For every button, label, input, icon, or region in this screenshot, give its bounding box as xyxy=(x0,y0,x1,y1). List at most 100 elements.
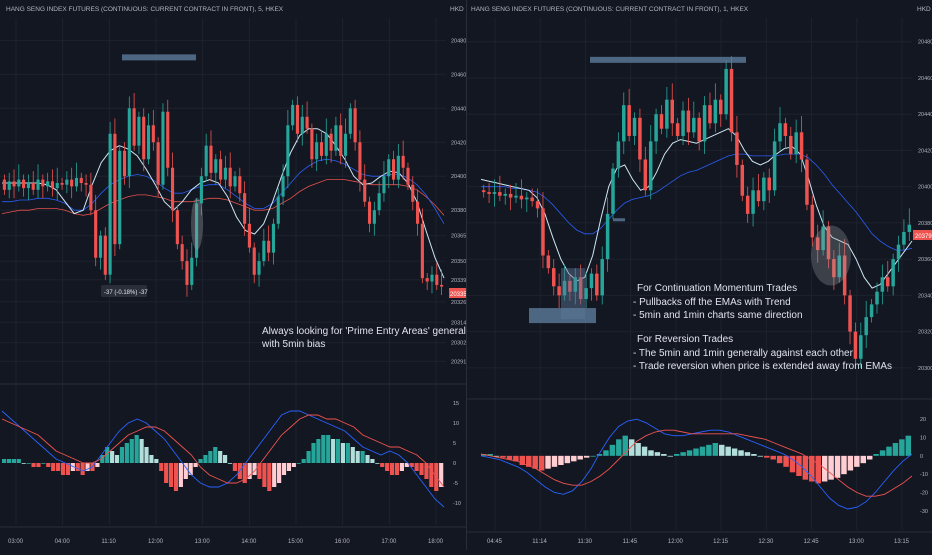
macd-histogram-bar xyxy=(85,463,90,471)
candle xyxy=(161,111,165,185)
candle xyxy=(70,179,74,187)
macd-histogram-bar xyxy=(500,455,506,458)
macd-histogram-bar xyxy=(198,459,203,463)
candle xyxy=(648,141,653,191)
macd-histogram-bar xyxy=(124,443,129,463)
candle xyxy=(94,210,98,258)
candle xyxy=(805,159,809,205)
price-tick-label: 20291 xyxy=(451,359,466,365)
candle xyxy=(487,192,491,194)
time-tick-label: 11:14 xyxy=(532,539,547,545)
candle xyxy=(372,210,376,224)
macd-histogram-bar xyxy=(886,446,892,456)
candle xyxy=(735,132,739,165)
time-tick-label: 18:00 xyxy=(428,539,444,545)
macd-histogram-bar xyxy=(399,463,404,471)
macd-histogram-bar xyxy=(262,463,267,487)
chart-5min[interactable]: HANG SENG INDEX FUTURES (CONTINUOUS: CUR… xyxy=(0,0,473,550)
macd-histogram-bar xyxy=(100,455,105,463)
price-tick-label: 20480 xyxy=(918,40,932,46)
candle xyxy=(440,284,444,287)
candle xyxy=(718,99,723,115)
macd-histogram-bar xyxy=(866,455,873,460)
macd-histogram-bar xyxy=(213,447,218,463)
macd-histogram-bar xyxy=(80,463,85,475)
candle xyxy=(670,99,675,124)
macd-histogram-bar xyxy=(311,443,316,463)
price-axis[interactable]: 20480 20460 20440 20420 20400 20380 20365 20350… xyxy=(451,38,466,365)
macd-histogram-bar xyxy=(119,447,125,463)
macd-histogram-bar xyxy=(635,443,641,456)
price-grid xyxy=(0,18,466,528)
annotation-line-6: - The 5min and 1min generally against ea… xyxy=(633,348,854,359)
macd-histogram-bar xyxy=(519,455,526,465)
candle xyxy=(324,133,328,156)
candle xyxy=(778,123,782,142)
reversion-ellipse xyxy=(811,225,851,286)
candle xyxy=(60,183,64,185)
candle xyxy=(204,145,208,177)
right-chart-pane[interactable]: HANG SENG INDEX FUTURES (CONTINUOUS: CUR… xyxy=(467,0,932,550)
macd-tick-label: 20 xyxy=(920,417,926,423)
candle xyxy=(546,255,551,269)
annotation-line-1: Always looking for 'Prime Entry Areas' g… xyxy=(262,326,466,337)
candle xyxy=(880,277,885,292)
time-tick-label: 13:00 xyxy=(849,539,865,545)
macd-axis[interactable]: 15 10 5 0 -5 -10 xyxy=(453,401,461,507)
price-tick-label: 20350 xyxy=(451,259,466,265)
candle xyxy=(713,99,718,124)
time-tick-label: 15:00 xyxy=(288,539,304,545)
chart-title: HANG SENG INDEX FUTURES (CONTINUOUS: CUR… xyxy=(6,6,284,13)
candle xyxy=(481,190,486,193)
candle xyxy=(348,108,352,134)
time-axis[interactable]: 04:45 11:14 11:30 11:45 12:00 12:15 12:30 12:45… xyxy=(487,539,910,545)
macd-histogram-bar xyxy=(173,463,179,491)
macd-pane xyxy=(480,418,913,510)
macd-histogram-bar xyxy=(223,455,228,463)
price-tick-label: 20340 xyxy=(918,293,932,299)
price-tick-label: 20365 xyxy=(451,234,466,240)
candle xyxy=(435,274,439,285)
macd-histogram-bar xyxy=(564,455,571,464)
macd-histogram-bar xyxy=(414,463,419,471)
candle xyxy=(886,277,890,287)
macd-axis[interactable]: 20 10 0 -10 -20 -30 xyxy=(920,417,928,515)
macd-histogram-bar xyxy=(661,454,667,456)
candle xyxy=(377,193,381,211)
left-chart-pane[interactable]: HANG SENG INDEX FUTURES (CONTINUOUS: CUR… xyxy=(0,0,473,550)
candle xyxy=(891,259,895,287)
annotations xyxy=(529,56,851,324)
candle xyxy=(118,150,122,245)
candle xyxy=(416,201,420,224)
candle xyxy=(411,184,415,202)
price-tick-label: 20300 xyxy=(918,366,932,372)
macd-histogram-bar xyxy=(654,452,661,456)
macd-histogram-bar xyxy=(571,455,577,462)
candle xyxy=(74,177,79,187)
ema-lines xyxy=(480,128,913,289)
macd-histogram-bar xyxy=(905,435,912,456)
candle xyxy=(41,179,45,187)
macd-histogram-bar xyxy=(114,455,120,463)
candle xyxy=(848,295,852,332)
candle xyxy=(519,195,524,200)
macd-histogram-bar xyxy=(389,463,395,475)
candle xyxy=(243,193,247,224)
candle xyxy=(315,142,319,160)
candle xyxy=(751,190,755,214)
price-axis[interactable]: 20480 20460 20440 20420 20400 20380 20360 20340… xyxy=(918,40,932,372)
candle xyxy=(84,183,88,185)
candle xyxy=(568,280,572,292)
pane-divider[interactable] xyxy=(466,0,467,550)
macd-histogram-bar xyxy=(577,455,583,460)
price-grid xyxy=(467,18,932,533)
macd-histogram-bar xyxy=(493,455,500,457)
time-axis[interactable]: 03:00 04:00 11:10 12:00 13:00 14:00 15:00 16:00… xyxy=(8,539,444,545)
macd-histogram-bar xyxy=(301,459,306,463)
macd-tick-label: -30 xyxy=(920,509,928,515)
price-tick-label: 20460 xyxy=(918,76,932,82)
candle xyxy=(195,203,199,258)
candles xyxy=(481,56,912,368)
candle xyxy=(281,176,285,197)
chart-1min[interactable]: HANG SENG INDEX FUTURES (CONTINUOUS: CUR… xyxy=(467,0,932,550)
